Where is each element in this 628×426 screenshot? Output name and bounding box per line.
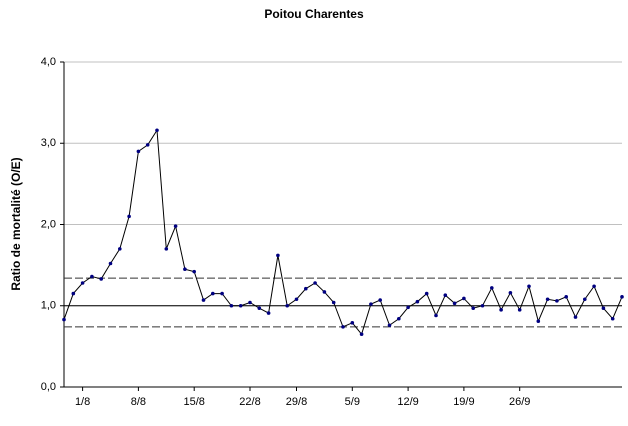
x-tick-label: 15/8: [183, 396, 204, 408]
x-tick-label: 19/9: [453, 396, 474, 408]
data-point: [136, 149, 141, 154]
data-point: [220, 291, 224, 296]
data-point: [564, 295, 568, 299]
data-point: [164, 247, 169, 251]
data-point: [434, 313, 438, 318]
data-point: [99, 277, 103, 281]
data-point: [313, 281, 317, 285]
data-point: [592, 284, 596, 289]
data-point: [71, 291, 76, 296]
series-line: [63, 128, 623, 336]
y-tick-label: 2,0: [41, 218, 56, 230]
data-point: [424, 291, 429, 296]
data-point: [508, 290, 513, 295]
y-tick-label: 0,0: [41, 381, 56, 393]
data-point: [527, 284, 531, 289]
data-point: [610, 316, 615, 321]
data-point: [517, 308, 522, 312]
data-point: [462, 296, 466, 301]
data-point: [480, 303, 485, 308]
data-point: [341, 325, 345, 329]
y-tick-label: 3,0: [41, 137, 56, 149]
data-point: [322, 290, 327, 294]
x-tick-label: 8/8: [131, 396, 146, 408]
data-point: [248, 300, 252, 305]
x-tick-label: 12/9: [397, 396, 418, 408]
data-point: [369, 302, 373, 306]
chart-title: Poitou Charentes: [264, 7, 364, 21]
data-point: [304, 286, 308, 291]
data-point: [90, 274, 94, 279]
x-tick-label: 29/8: [286, 396, 307, 408]
x-tick-label: 5/9: [345, 396, 360, 408]
data-point: [499, 308, 503, 312]
data-point: [583, 297, 587, 302]
data-point: [573, 315, 578, 319]
data-point: [118, 247, 122, 251]
data-point: [229, 303, 234, 308]
data-point: [555, 299, 559, 303]
data-point: [276, 253, 280, 258]
data-point: [536, 319, 541, 323]
data-point: [397, 316, 401, 321]
x-tick-label: 1/8: [75, 396, 90, 408]
data-point: [80, 281, 85, 285]
data-point: [452, 301, 457, 306]
y-axis-label: Ratio de mortalité (O/E): [9, 157, 23, 290]
x-tick-label: 26/9: [509, 396, 530, 408]
data-point: [257, 306, 262, 310]
data-point: [601, 306, 606, 310]
data-point: [415, 299, 420, 304]
data-point: [127, 214, 131, 219]
data-point: [108, 261, 113, 266]
data-point: [359, 332, 364, 336]
data-point: [285, 303, 290, 308]
data-point: [490, 286, 494, 290]
data-point: [387, 323, 392, 328]
data-point: [331, 300, 336, 305]
data-point: [620, 295, 624, 299]
data-point: [155, 128, 159, 133]
data-point: [192, 269, 196, 274]
data-point: [211, 291, 215, 296]
data-point: [471, 306, 476, 310]
data-point: [545, 297, 550, 302]
data-point: [294, 297, 299, 302]
data-point: [62, 317, 66, 322]
data-point: [378, 298, 383, 302]
data-point: [443, 293, 448, 297]
y-tick-label: 1,0: [41, 300, 56, 312]
y-tick-label: 4,0: [41, 56, 56, 68]
data-point: [350, 321, 355, 325]
data-point: [406, 305, 410, 310]
data-point: [183, 267, 187, 271]
data-point: [201, 298, 206, 302]
data-point: [238, 303, 243, 308]
x-tick-label: 22/8: [239, 396, 260, 408]
data-point: [173, 224, 178, 228]
data-point: [266, 311, 271, 315]
data-point: [145, 143, 150, 147]
